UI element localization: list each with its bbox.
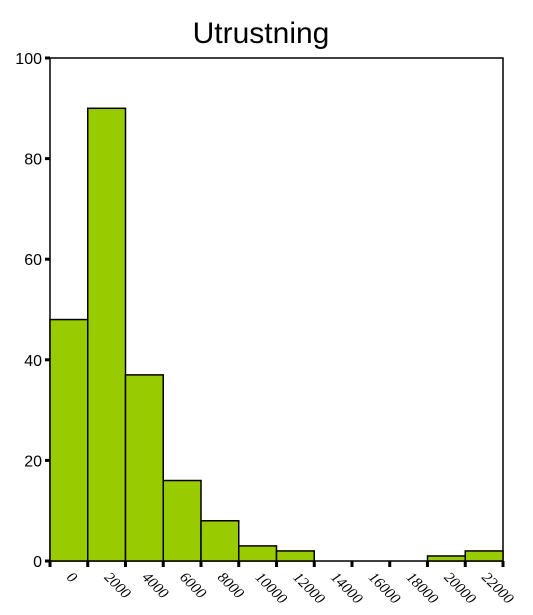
x-tick-label: 10000 (252, 570, 290, 608)
x-tick-label: 6000 (176, 570, 209, 603)
histogram-bar (87, 107, 127, 562)
x-tick-label: 8000 (214, 570, 247, 603)
x-tick-label: 16000 (365, 570, 403, 608)
y-tick-label: 20 (24, 453, 42, 470)
x-tick-label: 22000 (478, 570, 516, 608)
x-tick-label: 14000 (327, 570, 365, 608)
x-axis: 0 2000 4000 6000 8000 10000 12000 14000 16000 180… (48, 561, 516, 608)
histogram-bar (426, 555, 466, 562)
histogram-bar (464, 550, 504, 562)
histogram-bar (124, 374, 164, 562)
x-tick-label: 2000 (101, 570, 134, 603)
y-tick-label: 100 (15, 51, 42, 68)
x-tick-label: 0 (63, 570, 80, 587)
y-tick-label: 60 (24, 252, 42, 269)
x-tick-label: 12000 (290, 570, 328, 608)
y-tick-label: 0 (33, 554, 42, 571)
y-axis: 0 20 40 60 80 100 (15, 51, 50, 571)
x-tick-label: 4000 (139, 570, 172, 603)
x-tick-label: 20000 (441, 570, 479, 608)
bars-group (49, 107, 504, 562)
chart-title: Utrustning (193, 17, 330, 50)
y-tick-label: 40 (24, 353, 42, 370)
histogram-bar (200, 520, 240, 562)
histogram-bar (162, 479, 202, 562)
x-tick-label: 18000 (403, 570, 441, 608)
histogram-bar (49, 318, 89, 562)
histogram-bar (238, 545, 278, 562)
histogram-bar (275, 550, 315, 562)
y-tick-label: 80 (24, 152, 42, 169)
